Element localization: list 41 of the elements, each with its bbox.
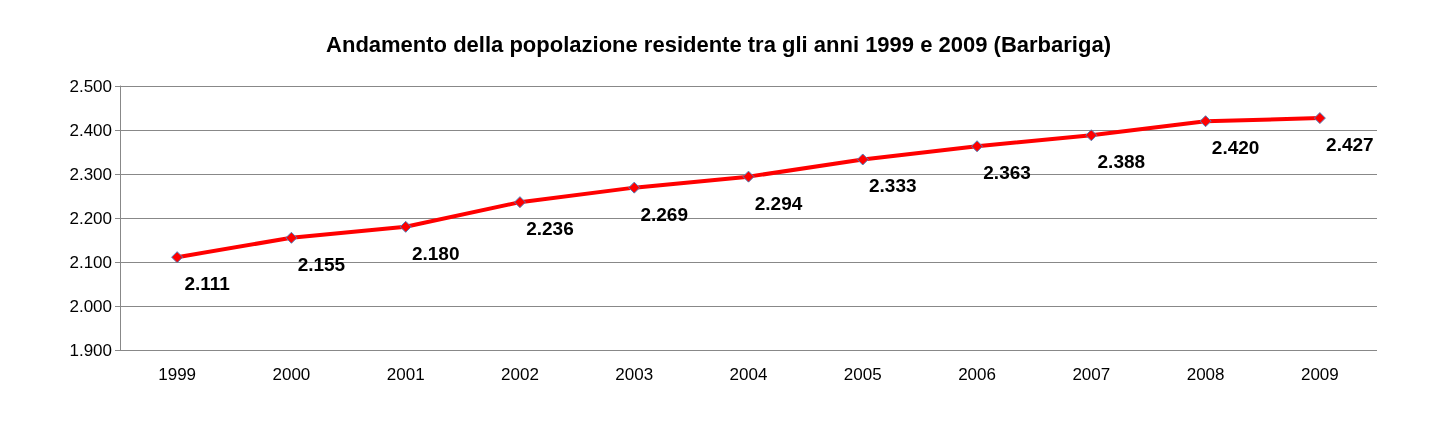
y-tick-label: 2.000 <box>69 296 112 316</box>
x-tick-label: 2005 <box>843 365 882 384</box>
point <box>742 170 755 183</box>
x-tick-label: 2004 <box>729 365 768 384</box>
data-label: 2.363 <box>983 162 1031 184</box>
y-tick-label: 2.200 <box>69 208 112 228</box>
data-label: 2.236 <box>526 218 574 240</box>
x-tick-label: 2000 <box>272 365 311 384</box>
x-tick-label: 2009 <box>1300 365 1339 384</box>
point <box>399 220 412 233</box>
x-tick-label: 2001 <box>386 365 425 384</box>
point <box>628 181 641 194</box>
point <box>856 153 869 166</box>
data-label: 2.180 <box>411 242 460 264</box>
y-tick-label: 1.900 <box>69 340 112 360</box>
y-tick-label: 2.500 <box>69 76 112 96</box>
data-label: 2.333 <box>869 175 917 197</box>
point <box>1199 115 1212 128</box>
point <box>1313 112 1326 125</box>
point <box>1085 129 1098 142</box>
x-tick-label: 2003 <box>615 365 654 384</box>
y-tick-label: 2.400 <box>69 120 112 140</box>
x-tick-label: 2008 <box>1186 365 1225 384</box>
data-label: 2.420 <box>1211 137 1260 159</box>
point <box>285 231 298 244</box>
point <box>171 251 184 264</box>
point <box>971 140 984 153</box>
data-label: 2.294 <box>754 192 803 214</box>
x-tick-label: 2002 <box>501 365 539 384</box>
data-label: 2.388 <box>1097 151 1146 173</box>
data-label: 2.111 <box>184 273 231 295</box>
x-tick-label: 1999 <box>158 365 197 384</box>
x-tick-label: 2007 <box>1072 365 1111 384</box>
data-label: 2.269 <box>640 203 688 225</box>
chart-title: Andamento della popolazione residente tra gli anni 1999 e 2009 (Barbariga) <box>326 31 1111 57</box>
point <box>513 196 526 209</box>
y-tick-label: 2.300 <box>69 164 112 184</box>
data-label: 2.155 <box>297 253 346 275</box>
x-tick-label: 2006 <box>958 365 996 384</box>
data-label: 2.427 <box>1326 134 1374 156</box>
y-tick-label: 2.100 <box>69 252 112 272</box>
